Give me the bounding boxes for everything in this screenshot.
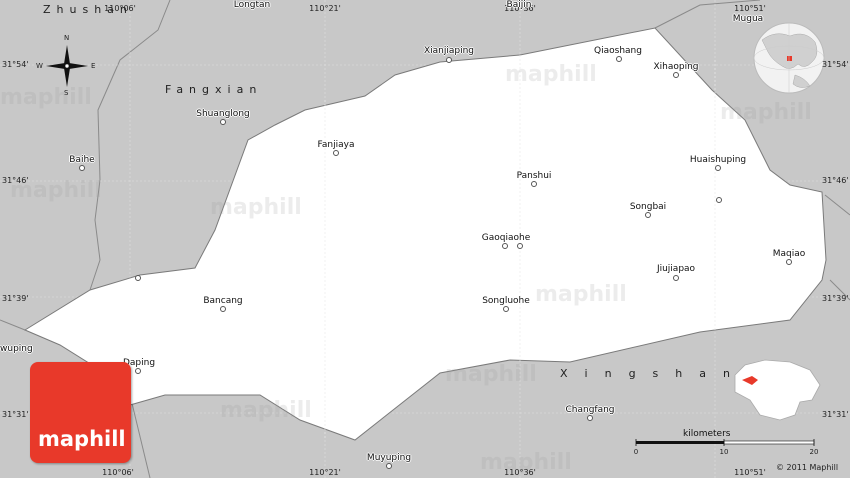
place-label[interactable]: Maqiao [772, 249, 806, 259]
scale-title: kilometers [683, 429, 731, 439]
scale-tick-label: 20 [809, 448, 819, 456]
compass-e: E [91, 62, 96, 70]
lat-label-right: 31°39' [822, 294, 849, 303]
watermark: maphill [505, 62, 597, 87]
place-dot [446, 57, 452, 63]
watermark: maphill [445, 362, 537, 387]
scale-tick-label: 10 [719, 448, 729, 456]
lon-label-top: 110°36' [504, 4, 536, 13]
place-label[interactable]: Qiaoshang [594, 46, 642, 56]
lon-label-bottom: 110°21' [309, 468, 341, 477]
watermark: maphill [0, 85, 92, 110]
compass-w: W [36, 62, 43, 70]
place-dot [517, 243, 523, 249]
lon-label-top: 110°06' [104, 4, 136, 13]
place-dot [587, 415, 593, 421]
place-dot [616, 56, 622, 62]
place-dot [135, 275, 141, 281]
place-dot [716, 197, 722, 203]
place-label[interactable]: Longtan [233, 0, 271, 10]
place-dot [79, 165, 85, 171]
border-line [129, 394, 151, 478]
place-label[interactable]: Songbai [629, 202, 667, 212]
border-line [824, 194, 850, 216]
compass-n: N [64, 34, 70, 42]
watermark: maphill [480, 450, 572, 475]
logo-text: maphill [38, 427, 126, 451]
place-label[interactable]: Xihaoping [653, 62, 699, 72]
place-label[interactable]: Gaoqiaohe [481, 233, 531, 243]
place-dot [645, 212, 651, 218]
lat-label-right: 31°54' [822, 60, 849, 69]
watermark: maphill [535, 282, 627, 307]
place-label[interactable]: Xianjiaping [423, 46, 475, 56]
watermark: maphill [210, 195, 302, 220]
lat-label-right: 31°31' [822, 410, 849, 419]
place-dot [673, 275, 679, 281]
watermark: maphill [10, 178, 102, 203]
place-label[interactable]: Mugua [732, 14, 764, 24]
place-dot [673, 72, 679, 78]
maphill-logo[interactable]: maphill [30, 362, 131, 463]
lat-label-right: 31°46' [822, 176, 849, 185]
place-dot [503, 306, 509, 312]
place-label[interactable]: Baihe [69, 155, 95, 165]
border-line [654, 0, 761, 29]
copyright-text: © 2011 Maphill [776, 463, 839, 472]
border-line [829, 279, 850, 301]
lon-label-top: 110°21' [309, 4, 341, 13]
place-dot [531, 181, 537, 187]
locator-globe [753, 22, 825, 94]
place-label[interactable]: Daping [122, 358, 156, 368]
lon-label-bottom: 110°36' [504, 468, 536, 477]
place-dot [333, 150, 339, 156]
graticule-inner [324, 55, 716, 440]
place-dot [386, 463, 392, 469]
place-label[interactable]: Panshui [516, 171, 552, 181]
place-dot [786, 259, 792, 265]
region-label-zhushan: Zhushan [43, 3, 133, 16]
place-label[interactable]: Jiujiapao [656, 264, 696, 274]
place-dot [135, 368, 141, 374]
place-label[interactable]: Fanjiaya [317, 140, 355, 150]
scale-tick-label: 0 [633, 448, 639, 456]
lat-label-left: 31°39' [2, 294, 29, 303]
lat-label-left: 31°31' [2, 410, 29, 419]
lat-label-left: 31°54' [2, 60, 29, 69]
place-label[interactable]: Songluohe [482, 296, 530, 306]
watermark: maphill [220, 398, 312, 423]
region-label-xingshan: Xingshan [560, 367, 747, 380]
highlighted-county[interactable] [23, 27, 827, 441]
place-dot [220, 119, 226, 125]
place-label[interactable]: Changfang [565, 405, 615, 415]
compass-rose [46, 45, 88, 87]
lon-label-top: 110°51' [734, 4, 766, 13]
lon-label-bottom: 110°51' [734, 468, 766, 477]
place-dot [220, 306, 226, 312]
place-label[interactable]: Baijin [506, 0, 532, 10]
place-dot [715, 165, 721, 171]
lat-label-left: 31°46' [2, 176, 29, 185]
province-locator [734, 359, 821, 421]
place-dot [502, 243, 508, 249]
place-label[interactable]: Bancang [203, 296, 243, 306]
place-label[interactable]: Shuanglong [196, 109, 250, 119]
lon-label-bottom: 110°06' [102, 468, 134, 477]
place-label[interactable]: wuping [0, 344, 33, 354]
border-line [89, 0, 171, 291]
region-label-fangxian: Fangxian [165, 83, 263, 96]
border-line [0, 319, 26, 331]
place-label[interactable]: Huaishuping [689, 155, 747, 165]
place-label[interactable]: Muyuping [366, 453, 412, 463]
compass-s: S [64, 89, 69, 97]
scale-bar [635, 439, 815, 446]
watermark: maphill [720, 100, 812, 125]
